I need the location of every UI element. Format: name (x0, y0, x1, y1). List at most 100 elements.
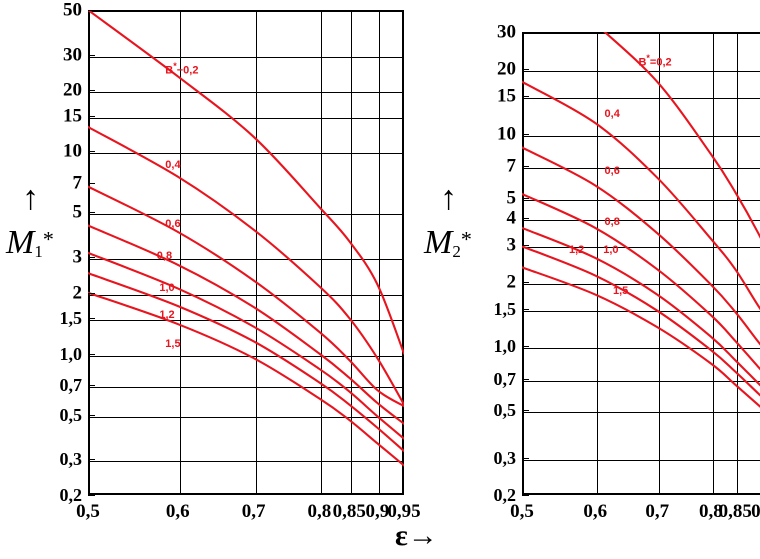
y-tick-label: 20 (497, 58, 516, 80)
gridline-horizontal (524, 381, 760, 383)
gridline-horizontal (524, 199, 760, 201)
y-tick-mark (88, 384, 95, 386)
y-tick-mark (522, 282, 529, 284)
x-tick-label: 0,7 (241, 501, 266, 522)
chart-right: ↑ M2* B*=0,2 0,4 0,6 0,8 1,0 1,2 1,5 30 20 15 10 7… (420, 0, 760, 522)
gridline-horizontal (90, 416, 402, 418)
y-tick-mark (522, 410, 529, 412)
curve-label: 1,2 (159, 309, 175, 322)
x-tick-label: 0,9 (365, 501, 390, 522)
y-tick-label: 0,3 (493, 447, 517, 468)
gridline-horizontal (90, 461, 402, 463)
gridline-horizontal (524, 348, 760, 350)
gridline-vertical (737, 34, 739, 493)
curve-B--0-2 (603, 32, 760, 239)
y-tick-label: 0,7 (59, 374, 83, 395)
curve-0-8 (522, 192, 760, 371)
y-tick-label: 10 (497, 123, 516, 144)
curve-label: 1,5 (165, 337, 181, 350)
gridline-horizontal (90, 294, 402, 296)
gridline-horizontal (524, 71, 760, 73)
y-tick-mark (522, 346, 529, 348)
y-tick-label: 50 (63, 0, 82, 21)
gridline-horizontal (90, 153, 402, 155)
x-tick-label: 0,95 (387, 501, 421, 522)
x-tick-label: 0,5 (510, 501, 534, 522)
curve-0-8 (88, 224, 404, 425)
y-tick-label: 0,7 (493, 369, 517, 390)
curve-label: 0,4 (165, 158, 181, 171)
curve-label: 0,8 (604, 215, 620, 228)
y-tick-label: 3 (72, 246, 83, 268)
gridline-horizontal (90, 56, 402, 58)
y-tick-label: 10 (63, 140, 82, 162)
chart-left: ↑ M1* B*−0,2 0,4 0,6 0,8 1,0 1,2 1,5 50 30 20 15 1… (6, 0, 421, 522)
y-tick-mark (522, 32, 529, 33)
y-axis-arrow-left: ↑ (22, 180, 39, 217)
gridline-horizontal (524, 246, 760, 248)
y-tick-label: 15 (497, 85, 516, 107)
x-tick-label: 0,8 (699, 501, 723, 522)
y-tick-mark (88, 414, 95, 416)
x-tick-label: 0,85 (718, 501, 752, 522)
y-tick-mark (522, 197, 529, 199)
curve-0-4 (522, 80, 760, 311)
y-tick-label: 1,5 (59, 308, 83, 328)
y-tick-label: 5 (506, 187, 517, 209)
curve-B--0-2 (88, 10, 404, 355)
gridline-horizontal (90, 214, 402, 216)
y-axis-arrow-right: ↑ (440, 180, 457, 217)
curve-label: 1,0 (603, 243, 619, 256)
gridline-vertical (379, 12, 381, 493)
y-tick-mark (88, 257, 95, 259)
curve-label: 1,5 (612, 284, 629, 297)
y-tick-label: 20 (63, 79, 82, 101)
y-tick-mark (522, 457, 529, 459)
gridline-vertical (255, 12, 257, 493)
y-tick-mark (522, 218, 529, 220)
y-tick-mark (88, 115, 95, 117)
y-tick-label: 0,2 (493, 485, 517, 505)
gridline-horizontal (524, 412, 760, 414)
x-tick-label: 0,5 (76, 501, 100, 522)
y-tick-label: 30 (63, 44, 82, 66)
curve-label: 0,6 (165, 218, 181, 231)
y-tick-label: 3 (506, 234, 517, 256)
curve-1-0 (522, 226, 760, 387)
gridline-vertical (179, 12, 181, 493)
x-tick-label: 0,6 (583, 501, 608, 522)
x-tick-label: 0,85 (332, 501, 366, 522)
y-tick-label: 1,0 (493, 336, 517, 357)
x-tick-label: 0,7 (645, 501, 670, 522)
y-tick-mark (88, 353, 95, 355)
y-tick-mark (522, 166, 529, 168)
y-tick-label: 0,3 (59, 449, 83, 470)
y-tick-mark (88, 151, 95, 153)
x-tick-label: 0,8 (307, 501, 332, 522)
curve-label: 1,2 (568, 243, 585, 256)
gridline-horizontal (524, 135, 760, 137)
y-tick-mark (522, 308, 529, 310)
y-tick-label: 1,0 (59, 343, 83, 364)
y-tick-mark (88, 54, 95, 56)
y-tick-label: 0,5 (493, 400, 517, 421)
gridline-horizontal (524, 459, 760, 461)
y-tick-label: 2 (506, 271, 517, 293)
gridline-vertical (597, 34, 599, 493)
y-tick-label: 4 (506, 207, 517, 229)
gridline-horizontal (90, 320, 402, 321)
curve-1-5 (522, 266, 760, 408)
x-tick-label: 0, (751, 501, 760, 522)
gridline-horizontal (90, 259, 402, 261)
y-tick-mark (522, 495, 529, 496)
curve-layer-right (522, 32, 760, 408)
y-tick-label: 5 (72, 201, 83, 223)
curve-label: 0,8 (156, 249, 173, 262)
x-axis-title: ε→ (395, 519, 438, 553)
y-tick-label: 15 (63, 105, 82, 127)
x-tick-label: 0,6 (165, 501, 190, 522)
curve-1-2 (522, 245, 760, 397)
curve-0-6 (88, 185, 404, 408)
gridline-vertical (712, 34, 714, 493)
